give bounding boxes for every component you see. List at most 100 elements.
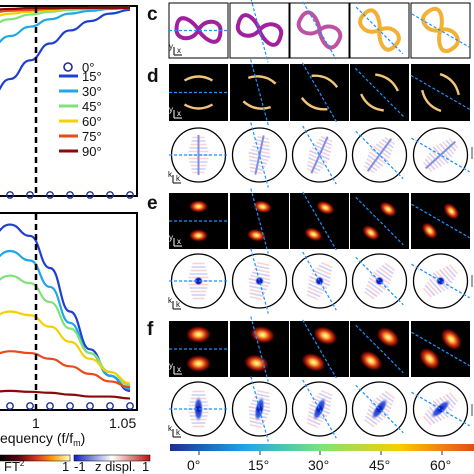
dashed-axis: [411, 13, 470, 48]
panel-label-f: f: [147, 319, 154, 340]
series-line-60deg: [0, 6, 130, 17]
image-tiles: y xy xy xy xk kk kk k: [168, 0, 473, 442]
dashed-axis: [411, 203, 470, 239]
angle-tick-60: 60°: [430, 457, 451, 473]
axis-label-y: k: [168, 170, 173, 179]
data-point-0deg: [126, 402, 134, 410]
axis-label-x: x: [177, 365, 181, 374]
tile-f-dark-3: [350, 321, 409, 377]
data-point-0deg: [106, 191, 114, 199]
top-curves: [0, 6, 134, 199]
dashed-axis: [250, 122, 269, 188]
legend-label-4: 60°: [82, 114, 102, 129]
dashed-axis: [250, 316, 269, 382]
legend-label-0: 0°: [82, 60, 94, 75]
tile-c-2: [289, 1, 350, 60]
ft-colorbar-label: FT2: [4, 459, 25, 474]
figure-eight-ring: [296, 10, 343, 50]
dashed-axis: [301, 62, 338, 123]
tile-f-kspace-3: [351, 381, 408, 437]
dashed-axis: [250, 0, 269, 63]
dashed-axis: [355, 324, 404, 374]
dashed-axis: [302, 319, 337, 379]
dashed-axis: [302, 251, 337, 311]
dashed-axis: [355, 384, 404, 434]
dashed-axis: [302, 1, 337, 60]
figure-eight-ring: [235, 13, 284, 47]
tile-f-dark-1: [230, 316, 289, 382]
angle-tick-45: 45°: [369, 457, 390, 473]
tile-f-kspace-2: [291, 379, 348, 439]
dashed-axis: [411, 331, 470, 367]
legend: 0° 15° 30° 45° 60° 75° 90°: [59, 60, 102, 159]
data-point-0deg: [6, 191, 14, 199]
tile-e-kspace-2: [291, 251, 348, 311]
data-point-0deg: [86, 402, 94, 410]
series-line-15deg: [0, 8, 131, 91]
tile-e-kspace-1: [231, 248, 288, 314]
x-axis-label: equency (f/fm): [0, 430, 85, 448]
ft-colorbar-max: 1: [62, 459, 69, 474]
dashed-axis: [355, 6, 404, 55]
tile-d-dark-4: [410, 64, 471, 121]
tile-d-kspace-4: [411, 127, 470, 183]
data-point-0deg: [26, 402, 34, 410]
dashed-axis: [355, 196, 404, 246]
axis-label-y: y: [169, 233, 173, 242]
legend-marker-0: [63, 62, 73, 72]
data-point-0deg: [46, 191, 54, 199]
angle-tick-0: 0°: [187, 457, 200, 473]
angle-ticks: [198, 451, 443, 455]
data-point-0deg: [86, 191, 94, 199]
legend-label-6: 90°: [82, 144, 102, 159]
tile-f-dark-4: [411, 321, 470, 377]
axis-label-x: k: [176, 428, 181, 437]
dashed-axis: [410, 74, 471, 111]
angle-tick-15: 15°: [248, 457, 269, 473]
axis-label-x: x: [177, 237, 181, 246]
ft-colorbar: [0, 454, 71, 462]
dashed-axis: [250, 188, 269, 254]
data-point-0deg: [6, 402, 14, 410]
tile-e-dark-3: [350, 193, 409, 249]
tile-e-dark-1: [230, 188, 289, 254]
x-tick-105: 1.05: [109, 415, 136, 431]
dashed-axis: [411, 263, 470, 299]
dashed-axis: [250, 248, 269, 314]
x-tick-1: 1: [32, 415, 40, 431]
panel-label-c: c: [147, 4, 158, 25]
series-line-15deg: [0, 223, 131, 392]
dashed-axis: [250, 376, 269, 442]
tile-e-kspace-4: [411, 253, 470, 309]
left-panels: 0° 15° 30° 45° 60° 75° 90° 1 1.05 equenc…: [0, 5, 138, 448]
axis-label-y: y: [169, 42, 173, 51]
tile-e-kspace-3: [351, 253, 408, 309]
tile-f-kspace-1: [231, 376, 288, 442]
tile-e-dark-2: [290, 191, 349, 251]
legend-label-3: 45°: [82, 99, 102, 114]
data-point-0deg: [66, 191, 74, 199]
series-line-30deg: [0, 6, 131, 44]
panel-label-e: e: [147, 193, 158, 214]
top-plot-frame: [0, 5, 138, 197]
tile-d-kspace-3: [351, 127, 408, 183]
data-point-0deg: [26, 191, 34, 199]
figure-eight-ring: [358, 8, 401, 52]
dashed-axis: [354, 67, 405, 118]
panel-label-d: d: [147, 66, 159, 87]
data-point-0deg: [66, 402, 74, 410]
tile-d-dark-1: [230, 59, 289, 126]
figure-eight-ring: [421, 6, 460, 54]
bottom-curves: [0, 223, 134, 410]
z-colorbar: [73, 454, 151, 462]
tile-d-dark-3: [350, 64, 409, 121]
legend-label-2: 30°: [82, 84, 102, 99]
tile-d-dark-2: [290, 62, 349, 123]
dashed-axis: [411, 137, 470, 173]
bottom-plot-frame: [0, 212, 138, 411]
series-line-45deg: [0, 274, 131, 387]
tile-e-dark-4: [411, 193, 470, 249]
